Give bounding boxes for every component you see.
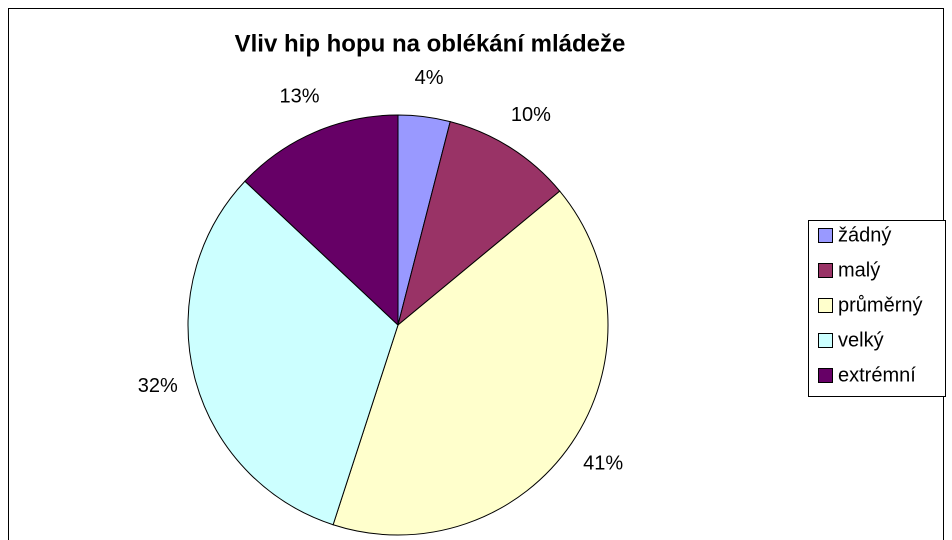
legend-label: malý [838, 259, 880, 281]
data-label: 10% [511, 104, 551, 126]
data-label: 4% [415, 67, 444, 89]
pie-slice [397, 120, 561, 327]
data-label: 13% [279, 86, 319, 108]
pie-slice [244, 114, 399, 327]
legend-swatch [818, 228, 833, 243]
chart-title: Vliv hip hopu na oblékání mládeže [235, 30, 626, 57]
legend-swatch [818, 263, 833, 278]
legend-label: žádný [838, 224, 891, 246]
data-label: 41% [583, 453, 623, 475]
data-label: 32% [138, 375, 178, 397]
pie-slice [332, 190, 609, 536]
legend-swatch [818, 333, 833, 348]
legend-label: extrémní [838, 364, 916, 386]
legend-label: průměrný [838, 294, 922, 316]
legend-swatch [818, 298, 833, 313]
pie-slice [187, 180, 399, 526]
legend-swatch [818, 368, 833, 383]
legend-label: velký [838, 329, 884, 351]
